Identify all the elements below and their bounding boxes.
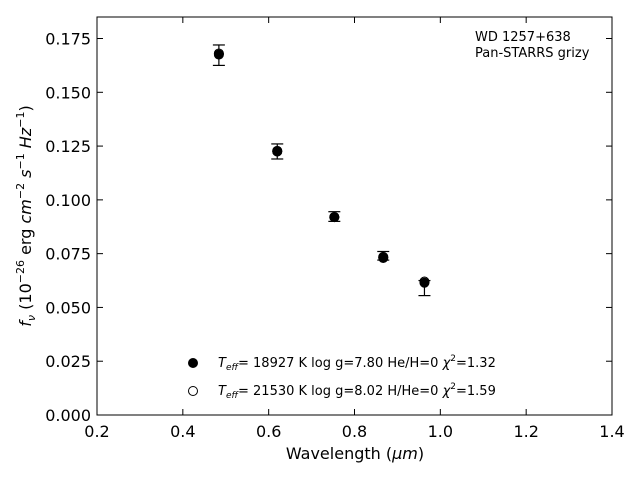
y-tick-label: 0.125: [45, 137, 91, 156]
model-points: [213, 48, 430, 287]
x-tick-label: 0.8: [342, 422, 367, 441]
observed-point: [272, 146, 283, 157]
observed-point: [213, 49, 224, 60]
x-tick-label: 1.4: [599, 422, 624, 441]
x-tick-label: 0.4: [170, 422, 195, 441]
y-axis-label: fν (10−26 erg cm−2 s−1 Hz−1): [14, 105, 38, 326]
object-name-label: WD 1257+638: [475, 30, 571, 45]
legend: Teff= 18927 K log g=7.80 He/H=0 χ2=1.32 …: [188, 354, 496, 401]
y-tick-label: 0.000: [45, 406, 91, 425]
observed-point: [419, 277, 430, 288]
y-tick-label: 0.025: [45, 352, 91, 371]
survey-label: Pan-STARRS grizy: [475, 46, 590, 61]
legend-entry-2: Teff= 21530 K log g=8.02 H/He=0 χ2=1.59: [218, 382, 496, 401]
y-tick-label: 0.150: [45, 83, 91, 102]
y-tick-label: 0.050: [45, 298, 91, 317]
observed-points: [212, 44, 431, 297]
x-axis-label: Wavelength (μm): [286, 444, 424, 463]
x-tick-label: 0.6: [256, 422, 281, 441]
legend-entry-1: Teff= 18927 K log g=7.80 He/H=0 χ2=1.32: [218, 354, 496, 373]
x-tick-label: 1.2: [513, 422, 538, 441]
legend-marker-open: [188, 386, 198, 396]
y-tick-label: 0.175: [45, 30, 91, 49]
y-tick-label: 0.100: [45, 191, 91, 210]
legend-marker-filled: [188, 358, 198, 368]
observed-point: [378, 251, 389, 262]
x-tick-label: 1.0: [428, 422, 453, 441]
x-tick-label: 0.2: [84, 422, 109, 441]
axis-ticks: 0.2 0.4 0.6 0.8 1.0 1.2 1.4 0.000 0.025 0.050 0.07…: [45, 17, 625, 441]
observed-point: [329, 212, 340, 223]
y-tick-label: 0.075: [45, 245, 91, 264]
